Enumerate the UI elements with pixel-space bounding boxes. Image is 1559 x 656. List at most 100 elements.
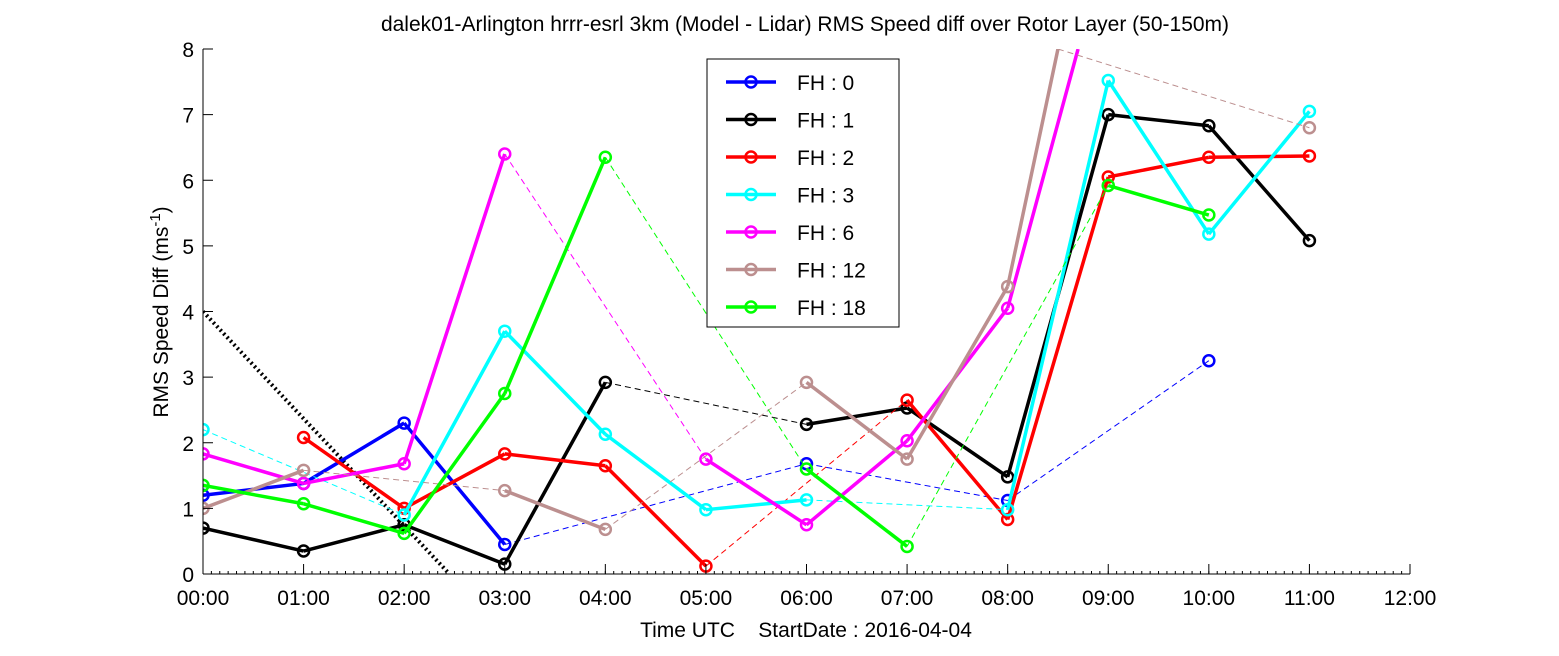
- series-5-point: [799, 375, 814, 390]
- series-0-segment: [504, 463, 807, 545]
- series-0-point: [1202, 353, 1216, 368]
- x-tick-label: 12:00: [1384, 587, 1437, 610]
- x-tick-label: 11:00: [1284, 587, 1335, 610]
- series-1-point: [1101, 107, 1115, 122]
- x-tick-label: 03:00: [478, 587, 531, 610]
- legend-swatch-marker: [744, 75, 758, 89]
- series-2-segment: [1107, 155, 1210, 179]
- x-tick-label: 02:00: [378, 587, 431, 610]
- series-4-segment: [303, 462, 405, 486]
- legend-swatch-marker: [744, 150, 758, 164]
- chart-title: dalek01-Arlington hrrr-esrl 3km (Model -…: [381, 13, 1229, 36]
- legend-item: FH : 12: [726, 260, 866, 283]
- series-3-point: [203, 422, 210, 437]
- series-2-segment: [1005, 176, 1110, 521]
- legend: FH : 0 FH : 1 FH : 2 FH : 3 FH : 6 FH : 12 FH …: [706, 58, 900, 328]
- series-3-segment: [1207, 110, 1311, 236]
- series-2-point: [900, 393, 914, 407]
- x-tick-label: 10:00: [1183, 587, 1236, 610]
- series-4-point: [799, 518, 814, 532]
- series-6-segment: [402, 392, 507, 535]
- series-1-point: [1202, 119, 1216, 133]
- x-tick-label: 00:00: [177, 587, 230, 610]
- series-5-segment: [504, 489, 606, 532]
- series-1-point: [799, 417, 814, 432]
- series-6-point: [1202, 208, 1216, 222]
- series-5-point: [900, 452, 914, 466]
- series-5-point: [296, 463, 311, 478]
- series-4-segment: [504, 153, 707, 460]
- series-3-point: [1000, 502, 1015, 517]
- legend-item: FH : 18: [726, 297, 866, 320]
- series-6-point: [498, 386, 512, 401]
- series-1-segment: [403, 523, 506, 566]
- y-tick-label: 4: [182, 302, 194, 325]
- y-axis-label-text: RMS Speed Diff (ms: [150, 227, 173, 418]
- series-5-segment: [905, 285, 1010, 461]
- series-3-segment: [402, 330, 507, 516]
- series-6-segment: [906, 185, 1109, 547]
- series-0-segment: [302, 421, 406, 485]
- series-3-segment: [1005, 80, 1110, 511]
- x-tick-label: 01:00: [277, 587, 330, 610]
- series-2-point: [1202, 150, 1216, 165]
- series-1-segment: [1207, 124, 1311, 242]
- legend-item: FH : 2: [726, 147, 854, 170]
- series-3-point: [1302, 104, 1317, 119]
- legend-label: FH : 1: [797, 110, 854, 133]
- x-tick-label: 04:00: [579, 587, 632, 610]
- series-1-segment: [605, 381, 807, 425]
- series-5-segment: [605, 381, 807, 530]
- series-2-segment: [705, 399, 908, 567]
- series-3-segment: [705, 498, 807, 512]
- series-3-segment: [604, 432, 707, 512]
- series-2-segment: [403, 452, 506, 510]
- series-3-point: [1202, 227, 1216, 241]
- axes-layer: 00:00 01:00 02:00 03:00 04:00 05:00 06:00 07:00…: [177, 39, 1437, 610]
- x-tick-label: 06:00: [780, 587, 833, 610]
- series-5-segment: [303, 469, 505, 492]
- y-tick-label: 1: [182, 498, 194, 521]
- series-6-segment: [805, 467, 909, 548]
- series-1-point: [296, 544, 311, 558]
- series-6-point: [397, 526, 411, 541]
- y-axis-label-close: ): [150, 206, 173, 213]
- y-tick-label: 3: [182, 367, 194, 390]
- series-4-point: [699, 452, 713, 466]
- series-2-point: [1101, 170, 1115, 184]
- series-3-segment: [203, 429, 405, 516]
- series-6-point: [598, 150, 613, 165]
- series-4-point: [1000, 301, 1015, 315]
- y-tick-label: 8: [182, 39, 194, 62]
- x-axis-label: Time UTC StartDate : 2016-04-04: [640, 619, 972, 642]
- series-0-segment: [806, 463, 1008, 501]
- series-5: [203, 49, 1317, 537]
- legend-label: FH : 0: [797, 72, 854, 95]
- series-2-point: [598, 458, 613, 473]
- legend-item: FH : 0: [726, 72, 854, 95]
- y-tick-label: 0: [182, 564, 194, 587]
- series-6-segment: [503, 156, 607, 395]
- y-axis-label-superscript: -1: [147, 213, 164, 226]
- series-0-point: [397, 416, 411, 430]
- legend-item: FH : 1: [726, 110, 854, 133]
- series-5-point: [498, 483, 512, 498]
- series-1-point: [1000, 470, 1015, 484]
- series-2-segment: [604, 464, 708, 568]
- legend-item: FH : 6: [726, 222, 854, 245]
- legend-label: FH : 18: [797, 297, 866, 320]
- series-4-point: [397, 457, 411, 471]
- series-5-segment: [1005, 49, 1060, 287]
- series-3-point: [799, 493, 814, 507]
- series-6-segment: [203, 483, 304, 506]
- series-6-segment: [303, 502, 405, 535]
- series-1-segment: [503, 381, 607, 566]
- series-3: [203, 73, 1317, 522]
- legend-swatch-marker: [744, 225, 758, 239]
- series-5-segment: [1057, 49, 1310, 129]
- x-tick-label: 09:00: [1082, 587, 1135, 610]
- series-4-point: [203, 447, 210, 461]
- series-6: [203, 150, 1216, 554]
- series-3-point: [699, 502, 713, 517]
